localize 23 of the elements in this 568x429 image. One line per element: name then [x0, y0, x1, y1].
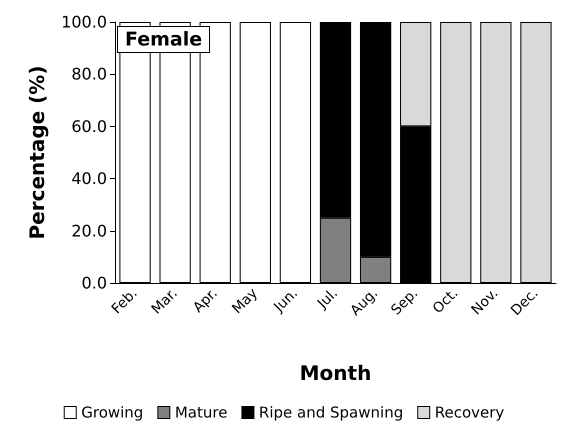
- annotation: Female: [125, 28, 202, 50]
- x-tick-label: Apr.: [190, 285, 221, 316]
- x-tick-label: Oct.: [430, 285, 462, 317]
- x-axis-title: Month: [300, 361, 372, 385]
- legend-label: Growing: [81, 404, 144, 422]
- x-tick-label: Nov.: [468, 285, 502, 318]
- x-tick-label: Aug.: [347, 285, 382, 320]
- y-tick-label: 20.0: [71, 221, 107, 240]
- y-tick-label: 100.0: [61, 12, 107, 32]
- legend-label: Ripe and Spawning: [258, 404, 404, 422]
- x-tick-label: Jun.: [270, 285, 302, 316]
- x-tick-label: Sep.: [388, 285, 422, 318]
- y-tick-label: 0.0: [82, 274, 107, 292]
- y-tick-label: 60.0: [71, 116, 107, 136]
- x-tick-label: Mar.: [148, 285, 181, 318]
- legend-label: Recovery: [434, 404, 504, 422]
- y-tick-label: 40.0: [71, 169, 107, 188]
- x-tick-label: Jul.: [314, 285, 342, 312]
- y-tick-label: 80.0: [71, 64, 107, 84]
- x-tick-label: Dec.: [508, 285, 542, 319]
- y-axis-title: Percentage (%): [25, 66, 49, 240]
- x-tick-label: Feb.: [108, 285, 141, 318]
- legend-label: Mature: [174, 404, 228, 422]
